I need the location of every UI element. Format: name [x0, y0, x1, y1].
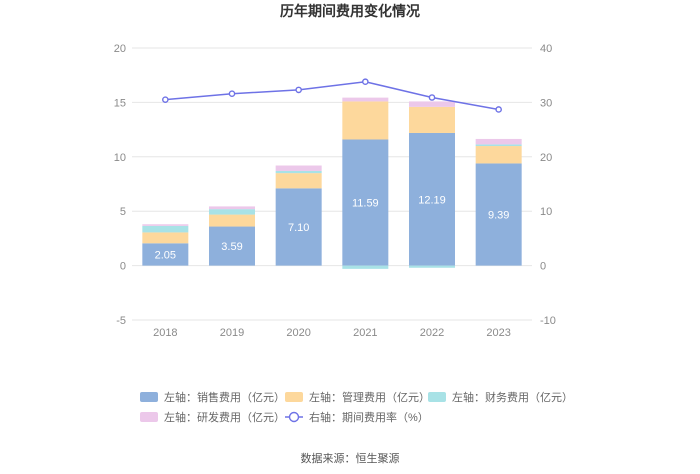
bar-segment [409, 106, 455, 133]
legend-label: 左轴：销售费用（亿元） [164, 390, 285, 404]
bar-segment [209, 209, 255, 215]
legend-item[interactable]: 左轴：财务费用（亿元） [428, 390, 573, 404]
x-axis-tick: 2023 [486, 327, 510, 339]
legend-swatch [140, 392, 158, 402]
bar-segment [142, 225, 189, 233]
gridlines [132, 47, 532, 321]
bar-segment [142, 243, 189, 266]
bar-segment [142, 224, 189, 226]
right-axis: 40 30 20 10 0 -10 [540, 43, 556, 327]
bar-segment [342, 265, 389, 269]
right-axis-tick: 30 [540, 97, 552, 109]
bar-segment [342, 139, 389, 266]
bar-segment [209, 206, 255, 210]
bar-segment [209, 226, 255, 266]
x-axis: 2018 2019 2020 2021 2022 2023 [153, 327, 511, 339]
left-axis-tick: 20 [114, 43, 126, 55]
legend-label: 左轴：财务费用（亿元） [452, 390, 573, 404]
left-axis-tick: 0 [120, 261, 126, 273]
bar-segment [275, 173, 322, 189]
expense-ratio-polyline [165, 80, 499, 111]
left-axis-tick: 15 [114, 97, 126, 109]
bar-segment [209, 214, 255, 227]
left-axis-tick: 5 [120, 206, 126, 218]
line-point [295, 86, 302, 94]
x-axis-tick: 2022 [420, 327, 444, 339]
bar-segment [342, 97, 389, 102]
bar-value-label: 9.39 [488, 210, 509, 222]
right-axis-tick: -10 [540, 315, 556, 327]
bar-segment [475, 146, 522, 164]
bar-segment [409, 101, 455, 107]
bar-value-label: 3.59 [221, 241, 242, 253]
bar-segment [275, 188, 322, 266]
legend-item[interactable]: 左轴：销售费用（亿元） [140, 390, 285, 404]
left-axis: 20 15 10 5 0 -5 [114, 43, 126, 327]
legend-swatch [428, 392, 446, 402]
legend: 左轴：销售费用（亿元） 左轴：管理费用（亿元） 左轴：财务费用（亿元） 左轴：研发费用… [140, 390, 573, 424]
bar-value-label: 12.19 [418, 194, 446, 206]
bar-segment [142, 232, 189, 244]
x-axis-tick: 2020 [286, 327, 310, 339]
bar-value-label: 7.10 [288, 222, 309, 234]
bar-segment [342, 101, 389, 140]
legend-item[interactable]: 左轴：研发费用（亿元） [140, 410, 285, 424]
x-axis-tick: 2018 [153, 327, 177, 339]
bar-segment [409, 265, 455, 268]
bar-segment [475, 144, 522, 147]
left-axis-tick: -5 [116, 315, 126, 327]
legend-label: 右轴：期间费用率（%） [309, 410, 429, 424]
expense-ratio-line [162, 78, 502, 113]
bar-value-label: 11.59 [352, 198, 379, 210]
legend-swatch [140, 412, 158, 422]
data-source: 数据来源：恒生聚源 [301, 451, 400, 465]
line-point [428, 94, 436, 101]
bar-labels: 2.05 3.59 7.10 11.59 12.19 9.39 [155, 194, 510, 261]
bar-segment [409, 132, 455, 266]
bar-segment [275, 170, 322, 174]
line-point [228, 90, 236, 97]
bar-segment [275, 165, 322, 171]
bar-segment [475, 138, 522, 145]
legend-item[interactable]: 右轴：期间费用率（%） [285, 410, 429, 424]
legend-item[interactable]: 左轴：管理费用（亿元） [285, 390, 430, 404]
x-axis-tick: 2021 [353, 327, 377, 339]
right-axis-tick: 20 [540, 152, 552, 164]
right-axis-tick: 0 [540, 261, 546, 273]
bar-value-label: 2.05 [155, 249, 176, 261]
bars [142, 97, 522, 269]
right-axis-tick: 40 [540, 43, 552, 55]
right-axis-tick: 10 [540, 206, 552, 218]
bar-segment [475, 163, 522, 266]
legend-marker [288, 411, 300, 423]
legend-label: 左轴：管理费用（亿元） [309, 390, 430, 404]
line-point [495, 106, 502, 113]
line-point [362, 78, 369, 86]
x-axis-tick: 2019 [220, 327, 244, 339]
legend-label: 左轴：研发费用（亿元） [164, 410, 285, 424]
chart-title: 历年期间费用变化情况 [280, 3, 420, 19]
legend-swatch [285, 392, 303, 402]
left-axis-tick: 10 [114, 152, 126, 164]
line-point [162, 96, 169, 103]
